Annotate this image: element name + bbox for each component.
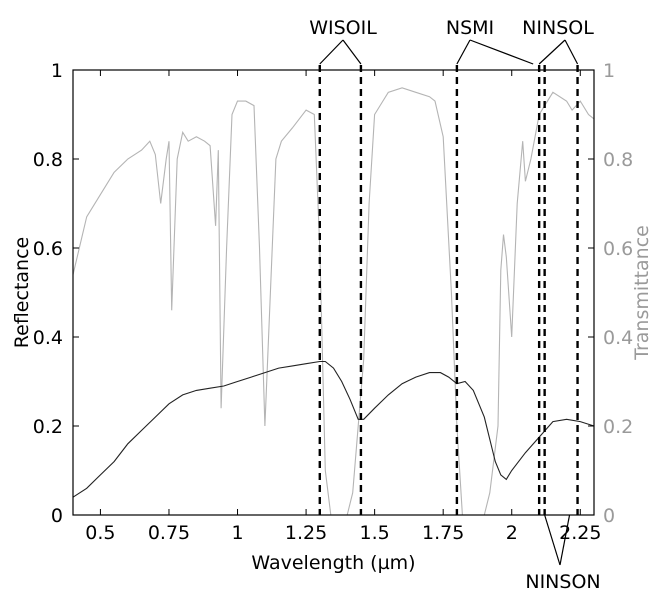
- band-label-leader: [538, 39, 566, 65]
- x-tick-label: 1.25: [285, 522, 327, 544]
- y2-tick-label: 0: [603, 505, 615, 527]
- y-tick-label: 1: [51, 60, 63, 82]
- y-ticks-group: 0 0.2 0.4 0.6 0.8 1: [33, 60, 79, 527]
- band-label-leader: [564, 39, 579, 65]
- y-axis-label: Reflectance: [11, 237, 33, 348]
- band-markers-group: [318, 65, 579, 515]
- x-tick-label: 1: [231, 522, 243, 544]
- y2-tick-label: 1: [603, 60, 615, 82]
- x-tick-label: 0.75: [148, 522, 190, 544]
- band-label-nsmi: NSMI: [446, 17, 494, 39]
- transmittance-line: [72, 87, 595, 516]
- band-label-leader: [544, 514, 561, 566]
- band-label-leader: [342, 39, 362, 65]
- band-label-wisoil: WISOIL: [309, 17, 377, 39]
- y-tick-label: 0.6: [33, 238, 63, 260]
- y-tick-label: 0.2: [33, 416, 63, 438]
- x-tick-label: 1.5: [360, 522, 390, 544]
- y2-tick-label: 0.8: [603, 149, 633, 171]
- band-label-leader: [319, 39, 344, 65]
- y2-ticks-group: 0 0.2 0.4 0.6 0.8 1: [588, 60, 633, 527]
- band-label-leader: [456, 39, 471, 65]
- band-label-leaders-group: [319, 39, 579, 566]
- band-label-ninson: NINSON: [525, 571, 600, 593]
- transmittance-series-group: [72, 87, 595, 516]
- y-tick-label: 0: [51, 505, 63, 527]
- x-ticks-group: 0.5 0.75 1 1.25 1.5 1.75 2 2.25: [85, 70, 601, 544]
- band-label-leader: [469, 39, 534, 65]
- x-tick-label: 0.5: [85, 522, 115, 544]
- x-tick-label: 2.25: [559, 522, 601, 544]
- y2-tick-label: 0.6: [603, 238, 633, 260]
- y-tick-label: 0.4: [33, 327, 63, 349]
- reflectance-series-group: [72, 360, 595, 498]
- y2-tick-label: 0.2: [603, 416, 633, 438]
- band-labels-group: WISOIL NSMI NINSOL NINSON: [309, 17, 600, 593]
- y2-tick-label: 0.4: [603, 327, 633, 349]
- band-label-leader: [559, 514, 571, 566]
- reflectance-line: [72, 360, 595, 498]
- band-label-ninsol: NINSOL: [522, 17, 594, 39]
- plot-frame: [72, 69, 595, 516]
- y2-axis-label: Transmittance: [631, 225, 653, 361]
- x-axis-label: Wavelength (µm): [251, 552, 415, 574]
- x-tick-label: 1.75: [422, 522, 464, 544]
- x-tick-label: 2: [506, 522, 518, 544]
- y-tick-label: 0.8: [33, 149, 63, 171]
